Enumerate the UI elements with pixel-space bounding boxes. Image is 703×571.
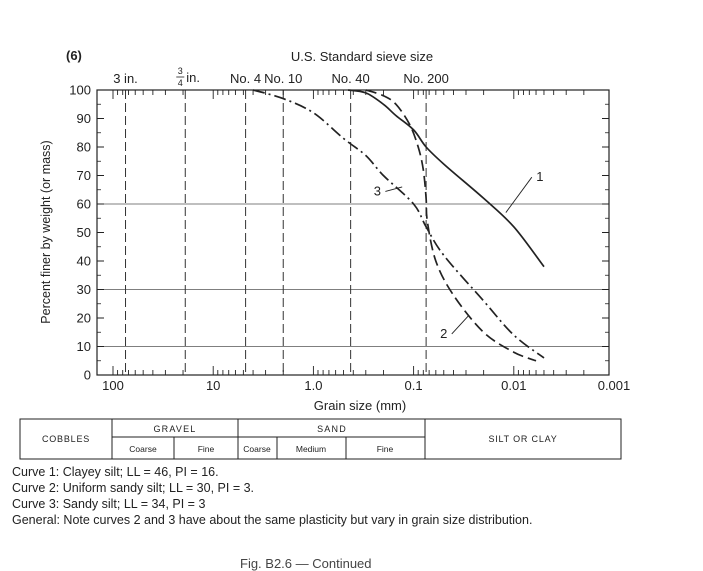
y-tick-label: 30 [77,282,91,297]
y-tick-label: 100 [69,83,91,98]
sand-fine-label: Fine [377,444,394,454]
x-tick-label: 10 [206,378,220,393]
curve-1 [347,89,545,268]
curve-3 [252,89,545,359]
gravel-label: GRAVEL [153,424,196,434]
gravel-coarse-label: Coarse [129,444,157,454]
note-general: General: Note curves 2 and 3 have about … [12,513,533,527]
svg-text:in.: in. [186,70,200,85]
x-tick-label: 0.001 [598,378,631,393]
cobbles-label: COBBLES [42,434,90,444]
curve-label-1: 1 [536,169,543,184]
x-axis-label: Grain size (mm) [314,398,406,413]
curve-2 [365,89,537,362]
sieve-markers: 3 in. 3 4 in. No. 4 No. 10 No. 40 No. 200 [113,66,449,375]
curves [252,89,545,362]
curve-notes: Curve 1: Clayey silt; LL = 46, PI = 16. … [12,464,532,528]
x-tick-label: 0.1 [405,378,423,393]
note-curve-3: Curve 3: Sandy silt; LL = 34, PI = 3 [12,497,206,511]
sieve-label: No. 4 [230,71,261,86]
curve-label-3: 3 [374,183,381,198]
y-tick-label: 50 [77,225,91,240]
sieve-label: No. 10 [264,71,302,86]
curve-label-2: 2 [440,326,447,341]
sieve-label: 3 in. [113,71,138,86]
y-tick-label: 10 [77,339,91,354]
soil-classification-table [19,418,622,460]
x-ticks: 100 10 1.0 0.1 0.01 0.001 [102,90,630,393]
silt-clay-label: SILT OR CLAY [488,434,557,444]
y-ticks: 0 10 20 30 40 50 60 70 80 90 100 [69,83,609,383]
curve-label-leader [385,186,403,192]
sand-label: SAND [317,424,347,434]
x-tick-label: 0.01 [501,378,526,393]
y-tick-label: 0 [84,368,91,383]
chart-title: U.S. Standard sieve size [291,49,433,64]
y-tick-label: 90 [77,111,91,126]
grain-size-chart: (6) U.S. Standard sieve size Grain size … [19,48,630,460]
figure-caption: Fig. B2.6 — Continued [240,556,372,571]
curve-label-leader [451,314,470,335]
sieve-label: No. 40 [331,71,369,86]
grid-lines [97,203,609,347]
y-tick-label: 20 [77,311,91,326]
sieve-label: No. 200 [403,71,449,86]
curve-label-leader [505,176,533,213]
y-tick-label: 80 [77,140,91,155]
svg-text:3: 3 [178,66,183,76]
y-tick-label: 60 [77,197,91,212]
note-curve-2: Curve 2: Uniform sandy silt; LL = 30, PI… [12,481,255,495]
curve-labels: 1 2 3 [374,169,544,341]
sand-medium-label: Medium [296,444,326,454]
sand-coarse-label: Coarse [243,444,271,454]
y-axis-label: Percent finer by weight (or mass) [39,140,53,323]
gravel-fine-label: Fine [198,444,215,454]
x-tick-label: 100 [102,378,124,393]
sieve-label: 3 4 in. [176,66,200,88]
plot-frame [96,89,610,376]
x-tick-label: 1.0 [304,378,322,393]
svg-text:4: 4 [178,78,183,88]
note-curve-1: Curve 1: Clayey silt; LL = 46, PI = 16. [12,465,219,479]
y-tick-label: 70 [77,168,91,183]
y-tick-label: 40 [77,254,91,269]
panel-label: (6) [66,48,82,63]
